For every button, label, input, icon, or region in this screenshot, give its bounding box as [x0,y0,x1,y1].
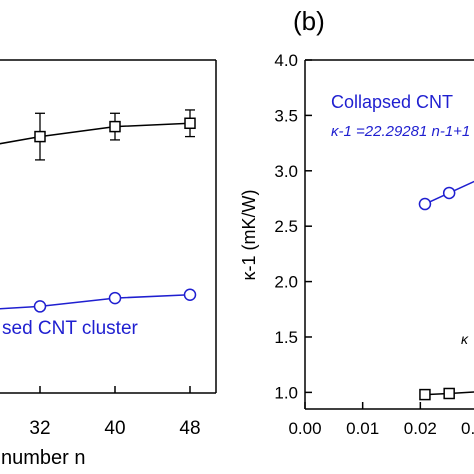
panel-b-circle-marker [442,186,456,200]
panel-a-x-tick-label: 40 [104,418,125,439]
panel-b-y-tick-label: 2.5 [274,217,298,236]
panel-a-annotation: sed CNT cluster [2,318,139,339]
panel-a-x-tick-label: 32 [29,418,50,439]
panel-b-series [418,180,474,401]
panel-a-circle-marker [183,288,197,302]
panel-b-y-tick-label: 1.0 [274,383,298,402]
panel-a-series-line [0,294,191,310]
panel-b-y-tick-label: 2.0 [274,273,298,292]
panel-b-x-tick-label: 0.00 [288,419,321,438]
panel-a-square-marker [184,117,196,130]
panel-b-x-tick-label: 0.01 [346,419,379,438]
panel-a-x-tick-label: 48 [179,418,200,439]
panel-b-fit-equation: κ-1 =22.29281 n-1+1 [331,123,470,140]
panel-a-square-marker [34,130,46,143]
panel-a-series [0,109,197,313]
panel-b-label: (b) [293,6,325,36]
panel-a-x-ticks: 32 40 48 [29,386,201,439]
panel-b-legend-text: Collapsed CNT [331,92,453,112]
panel-b-y-tick-label: 4.0 [274,51,298,70]
panel-a-x-axis-label: number n [1,447,86,469]
panel-b-y-axis-label: κ-1 (mK/W) [239,190,259,281]
panel-b-y-ticks: 1.0 1.5 2.0 2.5 3.0 3.5 4.0 [274,51,312,402]
panel-b-x-tick-label: 0.0 [461,419,474,438]
panel-b-circle-marker [418,197,432,211]
panel-b: (b) 1.01.52.02.53.03.54.0 0.000.010.020.… [239,6,474,438]
panel-b-x-ticks: 0.00 0.01 0.02 0.0 [288,402,474,438]
panel-b-square-marker [443,387,455,400]
panel-b-y-tick-label: 3.0 [274,162,298,181]
panel-b-y-tick-label: 3.5 [274,106,298,125]
panel-b-x-tick-label: 0.02 [404,419,437,438]
panel-a-series-line [0,122,191,145]
panel-a-circle-marker [33,300,47,313]
panel-a-circle-marker [108,291,122,305]
panel-b-y-tick-label: 1.5 [274,328,298,347]
panel-a: 32 40 48 sed CNT cluster number n [0,59,217,469]
panel-b-square-marker [419,388,431,401]
panel-a-square-marker [109,120,121,133]
panel-b-annotation: κ [461,331,469,347]
